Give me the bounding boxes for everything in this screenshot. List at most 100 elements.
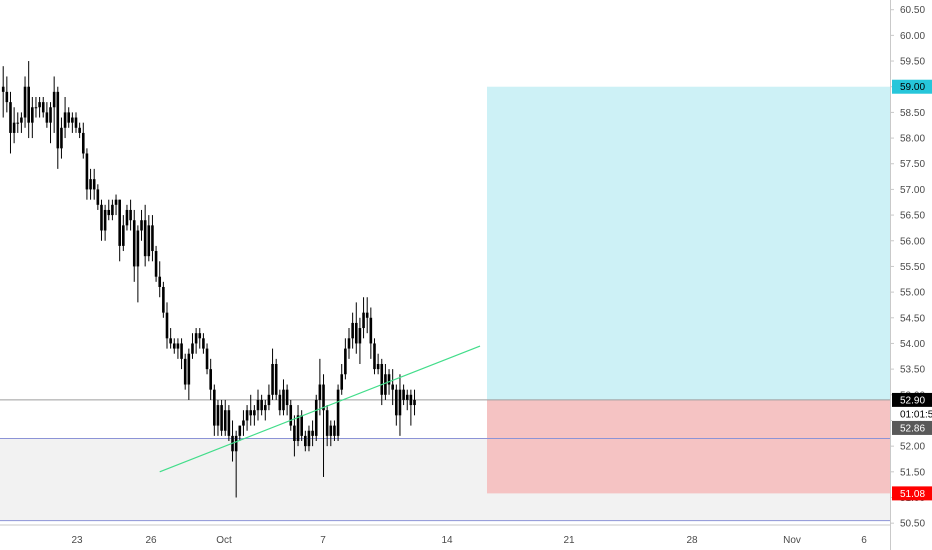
candle bbox=[78, 122, 81, 139]
candle bbox=[180, 338, 183, 370]
candle bbox=[45, 102, 49, 128]
candle bbox=[278, 389, 282, 416]
candle bbox=[380, 358, 384, 406]
x-tick-label: 26 bbox=[145, 535, 157, 546]
candle bbox=[143, 204, 147, 267]
candle bbox=[314, 394, 318, 442]
candle bbox=[249, 394, 253, 426]
y-tick-label: 58.00 bbox=[900, 134, 925, 145]
x-tick-label: 23 bbox=[71, 535, 83, 546]
candle bbox=[351, 312, 354, 349]
loss-zone[interactable] bbox=[487, 399, 890, 494]
candle bbox=[125, 204, 129, 231]
y-tick-label: 58.50 bbox=[900, 108, 925, 119]
candle bbox=[140, 209, 143, 241]
candle bbox=[9, 91, 12, 154]
candle bbox=[238, 425, 242, 442]
y-tick-label: 51.50 bbox=[900, 467, 925, 478]
candle bbox=[329, 420, 333, 447]
candle bbox=[92, 168, 96, 200]
candle bbox=[216, 399, 220, 436]
y-tick-label: 53.50 bbox=[900, 365, 925, 376]
candle bbox=[245, 405, 249, 431]
candle bbox=[169, 328, 172, 349]
candle bbox=[96, 184, 100, 210]
candle bbox=[354, 302, 358, 354]
candle bbox=[205, 343, 209, 375]
candle bbox=[263, 399, 267, 421]
y-tick-label: 60.00 bbox=[900, 31, 925, 42]
x-tick-label: 28 bbox=[686, 535, 698, 546]
candle bbox=[107, 199, 111, 221]
candle bbox=[158, 261, 162, 298]
price-badges: 59.00 52.90 01:01:58 52.86 51.08 bbox=[892, 79, 932, 501]
candle bbox=[114, 194, 118, 216]
candle bbox=[347, 328, 351, 359]
y-tick-label: 56.50 bbox=[900, 211, 925, 222]
candle bbox=[165, 302, 169, 349]
candle bbox=[333, 420, 336, 442]
x-tick-label: Nov bbox=[783, 535, 801, 546]
countdown-price-badge: 01:01:58 bbox=[892, 406, 932, 421]
candle bbox=[311, 420, 314, 447]
candle bbox=[20, 112, 23, 133]
candle bbox=[413, 389, 416, 416]
candle bbox=[336, 384, 340, 442]
candle bbox=[260, 394, 263, 416]
svg-text:51.08: 51.08 bbox=[900, 489, 925, 500]
candle bbox=[362, 297, 365, 339]
y-tick-label: 54.50 bbox=[900, 313, 925, 324]
candle bbox=[198, 328, 202, 349]
candle bbox=[289, 399, 293, 431]
candle bbox=[409, 389, 413, 426]
candle bbox=[391, 369, 394, 406]
y-tick-label: 56.00 bbox=[900, 236, 925, 247]
target-price-badge: 59.00 bbox=[892, 79, 932, 94]
candle bbox=[307, 425, 311, 452]
candle bbox=[183, 353, 187, 390]
candle bbox=[41, 96, 45, 118]
profit-zone[interactable] bbox=[487, 86, 890, 400]
candle bbox=[129, 199, 132, 231]
candle bbox=[285, 384, 289, 416]
x-axis-ticks: 23 26 Oct 7 14 21 28 Nov 6 bbox=[71, 535, 867, 546]
x-tick-label: 14 bbox=[441, 535, 453, 546]
candle bbox=[282, 379, 285, 416]
y-tick-label: 55.50 bbox=[900, 262, 925, 273]
candle bbox=[27, 61, 30, 139]
candle bbox=[67, 107, 71, 128]
candle bbox=[369, 307, 373, 359]
candle bbox=[293, 415, 296, 457]
candle bbox=[52, 76, 56, 133]
y-tick-label: 52.00 bbox=[900, 442, 925, 453]
candle bbox=[220, 399, 223, 436]
candle bbox=[154, 245, 158, 282]
trendline[interactable] bbox=[159, 345, 481, 473]
y-tick-label: 60.50 bbox=[900, 5, 925, 16]
level-price-badge: 52.86 bbox=[892, 420, 932, 435]
candle bbox=[398, 374, 402, 436]
candle bbox=[31, 96, 34, 139]
candle bbox=[267, 384, 271, 411]
y-tick-label: 54.00 bbox=[900, 339, 925, 350]
candle bbox=[194, 328, 198, 354]
candle bbox=[147, 215, 151, 262]
candle bbox=[358, 317, 362, 364]
candle bbox=[318, 358, 322, 416]
candle bbox=[365, 297, 369, 334]
y-tick-label: 55.00 bbox=[900, 288, 925, 299]
candle bbox=[274, 358, 278, 400]
candle bbox=[103, 204, 107, 241]
candle bbox=[213, 384, 216, 436]
candle bbox=[172, 338, 176, 354]
y-tick-label: 59.50 bbox=[900, 57, 925, 68]
candle bbox=[202, 333, 205, 354]
candle bbox=[136, 225, 140, 303]
x-tick-label: 21 bbox=[563, 535, 575, 546]
candle bbox=[340, 363, 344, 395]
x-tick-label: Oct bbox=[216, 535, 232, 546]
candle bbox=[373, 338, 376, 375]
candle bbox=[162, 281, 165, 318]
candle bbox=[16, 112, 20, 133]
